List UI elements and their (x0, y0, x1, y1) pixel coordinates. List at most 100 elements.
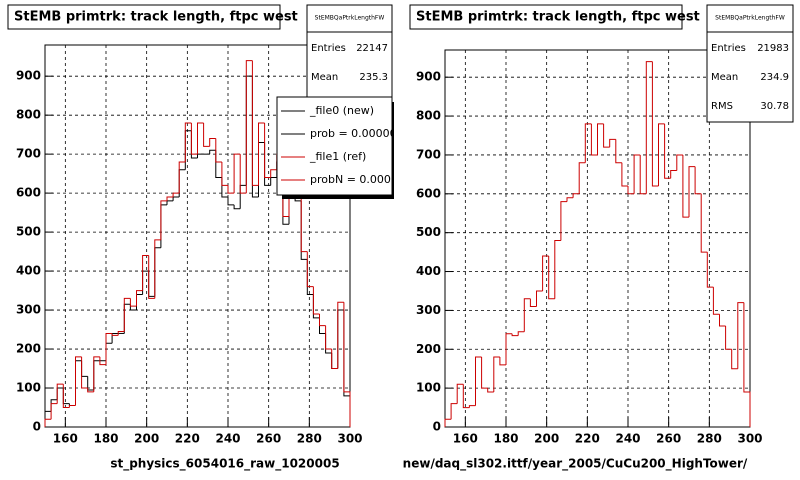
x-tick-label: 220 (175, 432, 200, 446)
histogram-bin (136, 290, 143, 307)
histogram-bin (221, 161, 228, 186)
histogram-bin (670, 169, 677, 179)
histogram-bin (615, 139, 622, 164)
y-tick-label: 0 (33, 420, 41, 434)
histogram-bin (209, 149, 216, 155)
legend-label: _file0 (new) (309, 104, 374, 117)
histogram-bin (712, 287, 720, 315)
histogram-bin (627, 186, 635, 195)
histogram-bin (590, 123, 598, 156)
x-tick-label: 160 (453, 432, 478, 446)
y-tick-label: 800 (16, 108, 41, 122)
histogram-bin (251, 60, 259, 186)
histogram-bin (597, 123, 604, 155)
x-tick-label: 300 (737, 432, 762, 446)
histogram-bin (658, 123, 665, 187)
histogram-bin (621, 162, 628, 187)
x-tick-label: 160 (53, 432, 78, 446)
histogram-bin (306, 251, 314, 288)
histogram-bin (603, 123, 610, 148)
legend-box (276, 96, 393, 196)
stats-label: Entries (311, 43, 346, 54)
histogram-bin (190, 122, 198, 155)
histogram-bin (319, 313, 326, 327)
histogram-bin (270, 169, 277, 178)
histogram-bin (154, 239, 161, 299)
legend-label: _file1 (ref) (309, 150, 366, 163)
histogram-bin (264, 122, 271, 179)
stats-value: 234.9 (760, 72, 789, 83)
histogram-bin (572, 193, 580, 198)
y-tick-label: 900 (16, 69, 41, 83)
y-tick-label: 0 (433, 420, 441, 434)
stats-value: 22147 (356, 43, 388, 54)
histogram-bin (645, 61, 653, 194)
y-tick-label: 600 (16, 186, 41, 200)
histogram-bin (523, 298, 531, 332)
title-box (7, 4, 281, 30)
histogram-bin (117, 331, 125, 336)
y-tick-label: 200 (16, 342, 41, 356)
histogram-bin (694, 166, 702, 195)
histogram-bin (148, 255, 155, 299)
histogram-bin (700, 193, 708, 253)
stats-value: 235.3 (359, 72, 388, 83)
legend-label: probN = 0.00000 (310, 173, 405, 186)
x-axis-label: new/daq_sl302.ittf/year_2005/CuCu200_Hig… (403, 457, 748, 472)
histogram-bin (737, 302, 744, 369)
legend: _file0 (new) prob = 0.000000 _file1 (ref) p… (281, 104, 405, 186)
x-tick-label: 220 (575, 432, 600, 446)
histogram-bin (706, 252, 714, 288)
chart-title: StEMB primtrk: track length, ftpc west (416, 10, 700, 25)
histogram-bin (682, 154, 689, 218)
histogram-bin (725, 325, 732, 350)
histogram-bin (81, 356, 88, 389)
y-tick-label: 400 (416, 264, 441, 278)
histogram-bin (743, 302, 751, 427)
histogram-bin (337, 301, 344, 369)
histogram-bin (548, 255, 555, 300)
y-tick-label: 500 (16, 225, 41, 239)
histogram-bin (245, 60, 253, 194)
histogram-bin (325, 325, 332, 350)
histogram-bin (475, 356, 482, 406)
histogram-bin (227, 185, 235, 194)
histogram-bin (505, 333, 513, 365)
x-axis-label: st_physics_6054016_raw_1020005 (110, 457, 339, 472)
histogram-bin (68, 405, 76, 408)
histogram-bin (233, 204, 241, 210)
histogram-bin (203, 122, 210, 147)
histogram-bin (312, 286, 320, 315)
stats-box (706, 4, 794, 123)
histogram-bin (129, 298, 137, 307)
histogram-bin (444, 418, 452, 427)
histogram-bin (481, 357, 488, 389)
histogram-bin (258, 122, 265, 186)
histogram-bin (450, 403, 458, 420)
histogram-bin (633, 154, 641, 194)
histogram-bin (664, 123, 671, 179)
histogram-bin (639, 154, 647, 195)
histogram-bin (487, 388, 494, 393)
y-tick-label: 100 (16, 381, 41, 395)
x-tick-label: 260 (256, 432, 281, 446)
histogram-bin (578, 162, 586, 194)
histogram-bin (50, 403, 58, 420)
histogram-bin (529, 298, 537, 308)
chart-title: StEMB primtrk: track length, ftpc west (14, 10, 298, 25)
histogram-bin (93, 356, 100, 392)
histogram-bin (688, 166, 696, 218)
histogram-bin (676, 154, 683, 171)
x-tick-label: 280 (697, 432, 722, 446)
stats-label: Mean (311, 72, 338, 83)
x-tick-label: 180 (93, 432, 118, 446)
y-tick-label: 300 (416, 303, 441, 317)
histogram-bin (239, 154, 247, 194)
histogram-bin (331, 349, 338, 370)
histogram-bin (343, 302, 351, 427)
x-tick-label: 280 (297, 432, 322, 446)
histogram-bin (172, 192, 180, 198)
histogram-bin (536, 290, 543, 307)
histogram-bin (56, 383, 64, 404)
